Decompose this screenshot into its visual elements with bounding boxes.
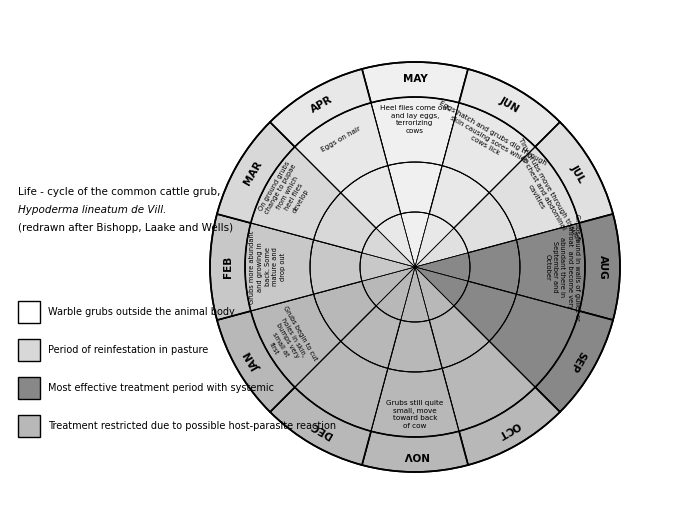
Text: APR: APR bbox=[309, 94, 334, 115]
Wedge shape bbox=[489, 147, 579, 240]
Text: AUG: AUG bbox=[598, 255, 608, 279]
Text: Heel flies come out
and lay eggs,
terrorizing
cows: Heel flies come out and lay eggs, terror… bbox=[380, 105, 450, 134]
Wedge shape bbox=[415, 228, 468, 267]
Text: SEP: SEP bbox=[568, 349, 587, 373]
Text: Hypoderma lineatum de Vill.: Hypoderma lineatum de Vill. bbox=[18, 205, 167, 215]
Wedge shape bbox=[459, 69, 560, 147]
Wedge shape bbox=[295, 103, 388, 193]
Text: Tiny grubs move through tissues
to chest and abdominal
cavities: Tiny grubs move through tissues to chest… bbox=[504, 137, 582, 250]
Text: Life - cycle of the common cattle grub,: Life - cycle of the common cattle grub, bbox=[18, 187, 220, 197]
Text: Treatment restricted due to possible host-parasite reaction: Treatment restricted due to possible hos… bbox=[48, 421, 336, 431]
Wedge shape bbox=[388, 162, 442, 214]
Text: JAN: JAN bbox=[243, 349, 262, 372]
Text: Eggs hatch and grubs dig through
skin causing sores which
cows lick: Eggs hatch and grubs dig through skin ca… bbox=[430, 100, 547, 179]
Wedge shape bbox=[442, 341, 536, 431]
Text: Warble grubs outside the animal body: Warble grubs outside the animal body bbox=[48, 307, 235, 317]
Wedge shape bbox=[454, 281, 517, 341]
Wedge shape bbox=[270, 387, 371, 465]
Text: Period of reinfestation in pasture: Period of reinfestation in pasture bbox=[48, 345, 209, 355]
Text: Grubs begin to cut
holes in skin,
bumps very
small at
first: Grubs begin to cut holes in skin, bumps … bbox=[256, 305, 318, 376]
Wedge shape bbox=[217, 311, 295, 412]
Wedge shape bbox=[429, 165, 489, 228]
Text: (redrawn after Bishopp, Laake and Wells): (redrawn after Bishopp, Laake and Wells) bbox=[18, 223, 233, 233]
Wedge shape bbox=[362, 431, 468, 472]
Wedge shape bbox=[362, 62, 468, 103]
Wedge shape bbox=[401, 212, 429, 267]
Wedge shape bbox=[371, 369, 459, 437]
Wedge shape bbox=[401, 267, 429, 322]
Text: MAY: MAY bbox=[402, 75, 428, 85]
Wedge shape bbox=[376, 267, 415, 320]
Text: DEC: DEC bbox=[309, 419, 334, 440]
Wedge shape bbox=[310, 240, 362, 294]
Wedge shape bbox=[489, 294, 579, 387]
Wedge shape bbox=[217, 122, 295, 223]
Wedge shape bbox=[536, 311, 613, 412]
Wedge shape bbox=[314, 193, 376, 253]
Wedge shape bbox=[251, 147, 341, 240]
Wedge shape bbox=[442, 103, 536, 193]
Wedge shape bbox=[536, 122, 613, 223]
Wedge shape bbox=[251, 294, 341, 387]
Wedge shape bbox=[415, 214, 454, 267]
Wedge shape bbox=[415, 267, 454, 320]
Text: JUN: JUN bbox=[497, 95, 520, 114]
Wedge shape bbox=[245, 223, 314, 311]
Wedge shape bbox=[362, 267, 415, 306]
Wedge shape bbox=[371, 97, 459, 165]
Text: NOV: NOV bbox=[402, 449, 428, 459]
Text: Grubs more abundant
and growing in
back. Some
mature and
drop out: Grubs more abundant and growing in back.… bbox=[249, 230, 286, 304]
Wedge shape bbox=[459, 387, 560, 465]
Wedge shape bbox=[415, 253, 470, 281]
Wedge shape bbox=[270, 69, 371, 147]
Wedge shape bbox=[314, 281, 376, 341]
Wedge shape bbox=[341, 306, 401, 369]
Text: OCT: OCT bbox=[496, 419, 522, 440]
Text: JUL: JUL bbox=[568, 162, 587, 184]
Text: MAR: MAR bbox=[241, 159, 263, 187]
Wedge shape bbox=[388, 320, 442, 372]
Text: Most effective treatment period with systemic: Most effective treatment period with sys… bbox=[48, 383, 274, 393]
Bar bbox=[18, 415, 40, 437]
Wedge shape bbox=[362, 228, 415, 267]
Wedge shape bbox=[376, 214, 415, 267]
Bar bbox=[18, 301, 40, 323]
Wedge shape bbox=[295, 341, 388, 431]
Wedge shape bbox=[579, 214, 620, 320]
Wedge shape bbox=[415, 267, 468, 306]
Text: FEB: FEB bbox=[223, 256, 232, 278]
Bar bbox=[18, 339, 40, 361]
Wedge shape bbox=[468, 240, 520, 294]
Text: Grubs still quite
small, move
toward back
of cow: Grubs still quite small, move toward bac… bbox=[386, 400, 444, 429]
Text: Eggs on hair: Eggs on hair bbox=[321, 125, 362, 153]
Text: On ground grubs
change to pupae
from which
heel flies
develop: On ground grubs change to pupae from whi… bbox=[258, 160, 317, 227]
Wedge shape bbox=[517, 223, 585, 311]
Bar bbox=[18, 377, 40, 399]
Wedge shape bbox=[341, 165, 401, 228]
Text: Grubs found in walls of gullet or
throat  and become very
abundant there in
Sept: Grubs found in walls of gullet or throat… bbox=[545, 213, 580, 321]
Wedge shape bbox=[454, 193, 517, 253]
Wedge shape bbox=[210, 214, 251, 320]
Wedge shape bbox=[429, 306, 489, 369]
Wedge shape bbox=[360, 253, 415, 281]
